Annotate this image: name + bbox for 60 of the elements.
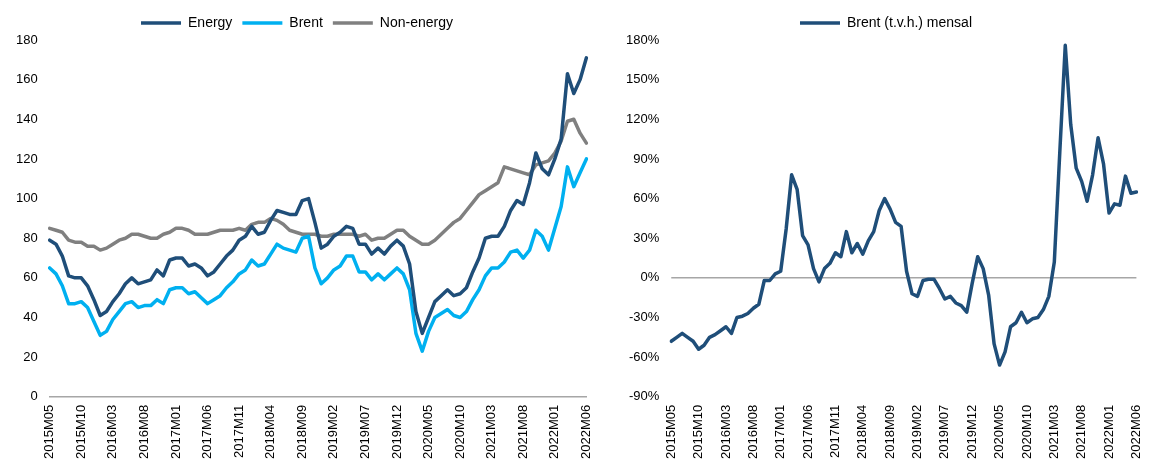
x-tick-label: 2016M03 bbox=[104, 404, 120, 460]
x-tick-label: 2017M11 bbox=[827, 404, 842, 459]
x-tick-label: 2016M08 bbox=[135, 404, 151, 460]
x-tick-label: 2016M03 bbox=[717, 404, 733, 460]
y-tick-label: 60 bbox=[23, 269, 38, 285]
x-tick-label: 2015M05 bbox=[662, 404, 678, 460]
x-tick-label: 2021M03 bbox=[1045, 404, 1061, 460]
y-tick-label: -90% bbox=[628, 388, 660, 404]
x-tick-label: 2017M11 bbox=[230, 404, 246, 459]
y-tick-label: 20 bbox=[23, 348, 38, 364]
y-tick-label: -60% bbox=[628, 348, 660, 364]
y-tick-label: 180% bbox=[626, 31, 660, 47]
y-tick-label: 180 bbox=[15, 31, 38, 47]
legend-label: Non-energy bbox=[379, 13, 453, 30]
legend-label: Brent bbox=[289, 13, 323, 30]
x-tick-label: 2020M10 bbox=[451, 404, 467, 460]
y-tick-label: 120% bbox=[626, 110, 660, 126]
y-tick-label: 0% bbox=[640, 269, 660, 285]
x-tick-label: 2021M08 bbox=[1073, 404, 1089, 460]
x-tick-label: 2016M08 bbox=[744, 404, 760, 460]
x-tick-label: 2017M01 bbox=[772, 404, 788, 460]
x-tick-label: 2019M02 bbox=[909, 404, 925, 460]
x-tick-label: 2020M10 bbox=[1018, 404, 1034, 460]
x-tick-label: 2019M12 bbox=[963, 404, 979, 460]
y-tick-label: 140 bbox=[15, 110, 38, 126]
x-tick-label: 2022M06 bbox=[1127, 404, 1143, 460]
y-tick-label: 150% bbox=[626, 71, 660, 87]
x-tick-label: 2018M04 bbox=[854, 404, 870, 460]
legend-label: Energy bbox=[188, 13, 233, 30]
x-tick-label: 2018M04 bbox=[262, 404, 278, 460]
x-tick-label: 2015M05 bbox=[41, 404, 57, 460]
y-tick-label: 30% bbox=[633, 229, 660, 245]
y-tick-label: 90% bbox=[633, 150, 660, 166]
x-tick-label: 2019M07 bbox=[356, 404, 372, 460]
x-tick-label: 2015M10 bbox=[690, 404, 706, 460]
y-tick-label: 0 bbox=[30, 388, 38, 404]
y-tick-label: 40 bbox=[23, 309, 38, 325]
y-tick-label: 100 bbox=[15, 190, 38, 206]
x-tick-label: 2018M09 bbox=[293, 404, 309, 460]
legend-label: Brent (t.v.h.) mensal bbox=[847, 13, 973, 30]
x-tick-label: 2019M02 bbox=[325, 404, 341, 460]
y-tick-label: 160 bbox=[15, 71, 38, 87]
x-tick-label: 2022M01 bbox=[546, 404, 562, 460]
y-tick-label: -30% bbox=[628, 309, 660, 325]
x-tick-label: 2018M09 bbox=[881, 404, 897, 460]
x-tick-label: 2017M06 bbox=[799, 404, 815, 460]
x-tick-label: 2022M06 bbox=[577, 404, 593, 460]
y-tick-label: 120 bbox=[15, 150, 38, 166]
x-tick-label: 2017M01 bbox=[167, 404, 183, 460]
x-tick-label: 2022M01 bbox=[1100, 404, 1116, 460]
x-tick-label: 2015M10 bbox=[72, 404, 88, 460]
x-tick-label: 2019M12 bbox=[388, 404, 404, 460]
x-tick-label: 2017M06 bbox=[199, 404, 215, 460]
y-tick-label: 60% bbox=[633, 190, 660, 206]
x-tick-label: 2020M05 bbox=[991, 404, 1007, 460]
x-tick-label: 2021M08 bbox=[514, 404, 530, 460]
x-tick-label: 2021M03 bbox=[483, 404, 499, 460]
x-tick-label: 2020M05 bbox=[420, 404, 436, 460]
y-tick-label: 80 bbox=[23, 229, 38, 245]
x-tick-label: 2019M07 bbox=[936, 404, 952, 460]
